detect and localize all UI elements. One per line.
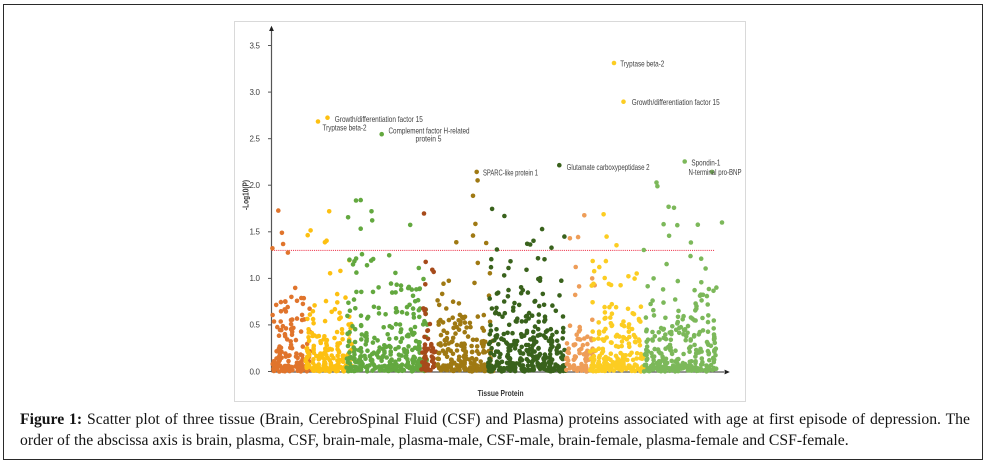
svg-text:-Log10(P): -Log10(P) bbox=[242, 180, 251, 210]
svg-text:2.0: 2.0 bbox=[250, 181, 261, 190]
svg-text:1.0: 1.0 bbox=[250, 274, 261, 283]
svg-text:SPARC-like protein 1: SPARC-like protein 1 bbox=[483, 168, 538, 178]
svg-text:protein 5: protein 5 bbox=[416, 133, 442, 143]
svg-text:Complement factor H-related: Complement factor H-related bbox=[389, 125, 470, 135]
svg-text:Tryptase beta-2: Tryptase beta-2 bbox=[323, 123, 367, 133]
svg-text:1.5: 1.5 bbox=[250, 228, 261, 237]
svg-text:Glutamate carboxypeptidase 2: Glutamate carboxypeptidase 2 bbox=[567, 162, 650, 172]
svg-text:0.0: 0.0 bbox=[250, 367, 261, 376]
svg-text:Tryptase beta-2: Tryptase beta-2 bbox=[620, 58, 664, 68]
svg-text:Growth/differentiation factor: Growth/differentiation factor 15 bbox=[632, 97, 720, 107]
svg-text:3.0: 3.0 bbox=[250, 88, 261, 97]
svg-text:N-terminal pro-BNP: N-terminal pro-BNP bbox=[689, 167, 742, 177]
svg-text:Spondin-1: Spondin-1 bbox=[691, 158, 720, 168]
svg-text:3.5: 3.5 bbox=[250, 41, 261, 50]
svg-text:Tissue Protein: Tissue Protein bbox=[478, 388, 524, 398]
svg-text:0.5: 0.5 bbox=[250, 321, 261, 330]
svg-text:Growth/differentiation factor: Growth/differentiation factor 15 bbox=[335, 114, 423, 124]
svg-text:2.5: 2.5 bbox=[250, 135, 261, 144]
